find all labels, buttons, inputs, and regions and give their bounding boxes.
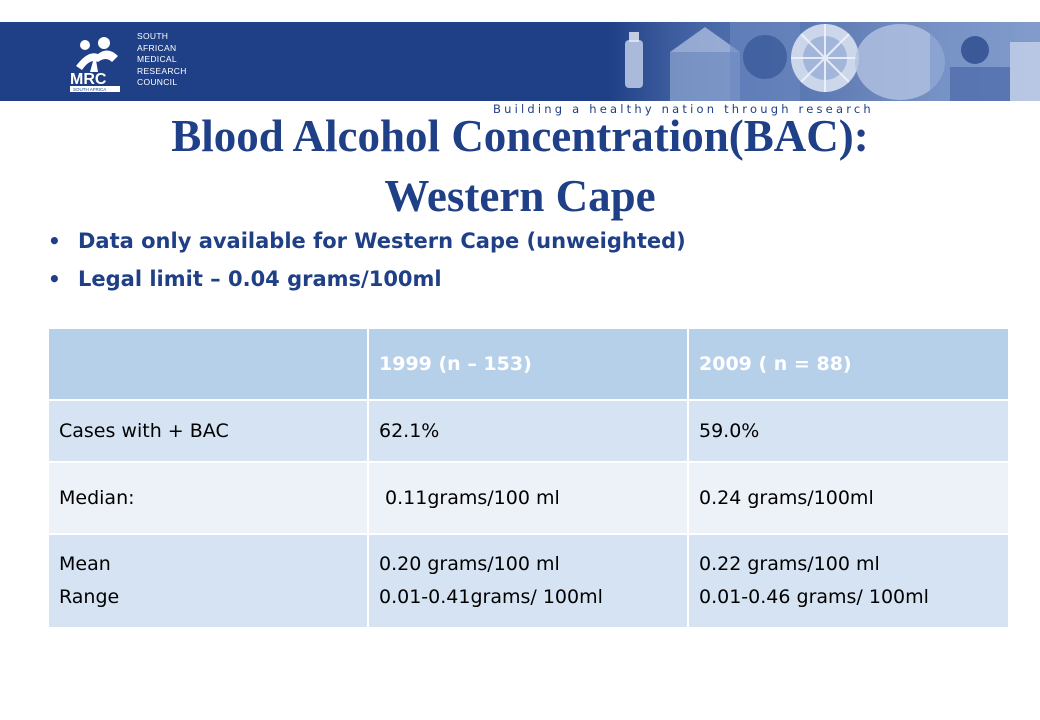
logo-text: MRC [70, 71, 107, 88]
title-line: Western Cape [384, 171, 656, 221]
table-header-cell: 2009 ( n = 88) [687, 327, 1010, 401]
table-header-cell: 1999 (n – 153) [367, 327, 689, 401]
table-cell: Mean Range [47, 533, 369, 629]
table-cell: 0.22 grams/100 ml 0.01-0.46 grams/ 100ml [687, 533, 1010, 629]
banner-photo-collage [610, 22, 1040, 101]
cell-line: Mean [59, 553, 111, 575]
org-line: AFRICAN [137, 42, 177, 53]
cell-line: Range [59, 586, 120, 608]
bullet-item: • Legal limit – 0.04 grams/100ml [48, 260, 686, 298]
org-line: RESEARCH [137, 65, 187, 76]
header-banner: MRC SOUTH AFRICA SOUTH AFRICAN MEDICAL R… [0, 22, 1040, 101]
bullet-text: Data only available for Western Cape (un… [78, 229, 686, 253]
table-cell: 0.24 grams/100ml [687, 461, 1010, 535]
organization-name: SOUTH AFRICAN MEDICAL RESEARCH COUNCIL [137, 31, 187, 89]
table-row: Mean Range 0.20 grams/100 ml 0.01-0.41gr… [47, 533, 1010, 629]
bullet-item: • Data only available for Western Cape (u… [48, 222, 686, 260]
cell-line: 0.01-0.46 grams/ 100ml [699, 586, 929, 608]
bullet-list: • Data only available for Western Cape (u… [48, 222, 686, 298]
tagline: Building a healthy nation through resear… [493, 102, 874, 116]
bac-table: 1999 (n – 153) 2009 ( n = 88) Cases with… [47, 327, 1010, 629]
bullet-icon: • [48, 229, 61, 253]
cell-line: 0.20 grams/100 ml [379, 553, 560, 575]
org-line: SOUTH [137, 31, 169, 41]
slide-title: Blood Alcohol Concentration(BAC): Wester… [60, 106, 980, 226]
table-header-row: 1999 (n – 153) 2009 ( n = 88) [47, 327, 1010, 401]
table-header-cell [47, 327, 369, 401]
table-cell: 59.0% [687, 399, 1010, 463]
table-cell: Median: [47, 461, 369, 535]
table-cell: 0.20 grams/100 ml 0.01-0.41grams/ 100ml [367, 533, 689, 629]
bullet-icon: • [48, 267, 61, 291]
org-line: COUNCIL [137, 77, 178, 87]
title-line: Blood Alcohol Concentration(BAC): [171, 111, 869, 161]
table-row: Cases with + BAC 62.1% 59.0% [47, 399, 1010, 463]
org-line: MEDICAL [137, 54, 177, 64]
table-cell: Cases with + BAC [47, 399, 369, 463]
table-cell: 62.1% [367, 399, 689, 463]
table-cell: 0.11grams/100 ml [367, 461, 689, 535]
cell-line: 0.22 grams/100 ml [699, 553, 880, 575]
cell-line: 0.01-0.41grams/ 100ml [379, 586, 603, 608]
logo-subtext: SOUTH AFRICA [73, 87, 106, 92]
table-row: Median: 0.11grams/100 ml 0.24 grams/100m… [47, 461, 1010, 535]
bullet-text: Legal limit – 0.04 grams/100ml [78, 267, 442, 291]
mrc-logo: MRC SOUTH AFRICA [70, 37, 120, 92]
